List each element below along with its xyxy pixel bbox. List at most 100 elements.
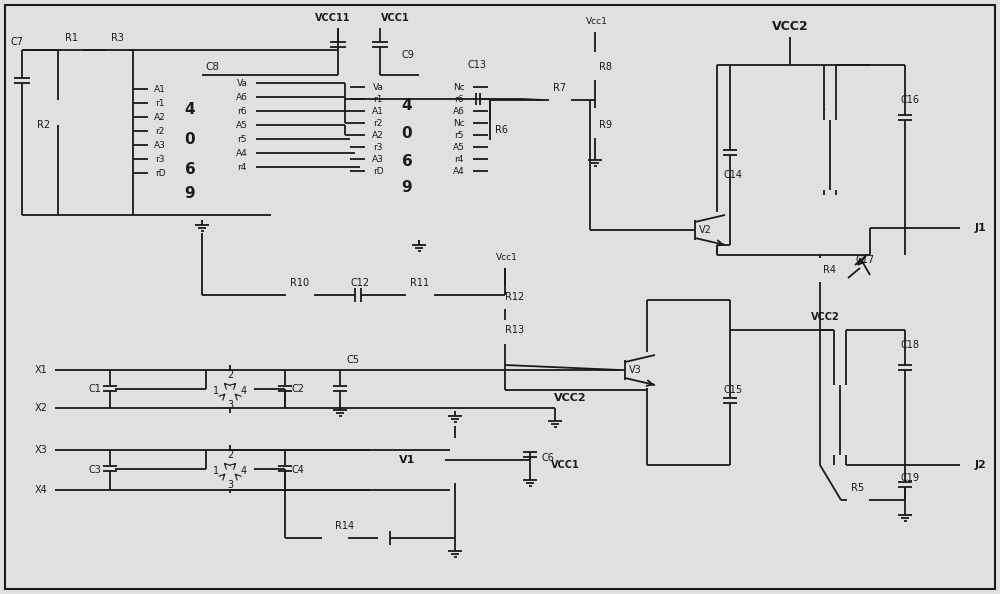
Text: 1: 1 (213, 386, 219, 396)
Text: A2: A2 (154, 112, 166, 122)
Text: C19: C19 (900, 473, 920, 483)
Circle shape (349, 97, 352, 100)
Text: A2: A2 (372, 131, 384, 140)
Circle shape (131, 213, 135, 217)
Bar (365, 75, 473, 240)
Circle shape (593, 98, 597, 102)
Circle shape (817, 302, 823, 308)
Circle shape (349, 86, 352, 89)
Circle shape (228, 488, 232, 492)
Circle shape (486, 122, 490, 125)
Text: C3: C3 (89, 465, 101, 475)
Text: R9: R9 (598, 120, 612, 130)
Text: 0: 0 (185, 132, 195, 147)
Bar (61, 46, 83, 54)
Text: C16: C16 (900, 95, 920, 105)
Text: C4: C4 (292, 465, 304, 475)
Bar (501, 320, 509, 344)
Text: 2: 2 (227, 450, 233, 460)
Bar (286, 291, 314, 299)
Text: V2: V2 (699, 225, 711, 235)
Text: C7: C7 (10, 37, 24, 47)
Text: 2: 2 (227, 370, 233, 380)
Text: rD: rD (373, 166, 383, 175)
Text: R10: R10 (290, 278, 310, 288)
Circle shape (620, 350, 660, 390)
Circle shape (486, 86, 490, 89)
Circle shape (903, 328, 907, 332)
Text: C18: C18 (900, 340, 920, 350)
Text: r3: r3 (373, 143, 383, 151)
Circle shape (552, 368, 558, 372)
Text: VCC2: VCC2 (554, 393, 586, 403)
Bar (486, 120, 494, 140)
Circle shape (269, 109, 273, 113)
Text: R3: R3 (112, 33, 124, 43)
Text: Nc: Nc (453, 118, 465, 128)
Circle shape (269, 151, 273, 155)
Text: Nc: Nc (453, 83, 465, 91)
Circle shape (348, 109, 352, 113)
Text: VCC2: VCC2 (811, 312, 839, 322)
Text: VCC11: VCC11 (315, 13, 351, 23)
Circle shape (788, 62, 792, 68)
Text: A3: A3 (372, 154, 384, 163)
Text: Vcc1: Vcc1 (496, 254, 518, 263)
Text: Vcc1: Vcc1 (586, 17, 608, 27)
Circle shape (57, 367, 63, 373)
Circle shape (57, 487, 63, 493)
Bar (549, 96, 571, 104)
Circle shape (956, 461, 964, 469)
Polygon shape (378, 531, 390, 545)
Circle shape (57, 447, 63, 453)
Circle shape (283, 406, 287, 410)
Bar (847, 496, 869, 504)
Text: 0: 0 (402, 125, 412, 141)
Text: Va: Va (373, 83, 383, 91)
Text: VCC2: VCC2 (772, 21, 808, 33)
Circle shape (552, 387, 558, 393)
Bar (406, 291, 434, 299)
Circle shape (486, 134, 490, 137)
Text: 3: 3 (227, 480, 233, 490)
Text: R5: R5 (851, 483, 865, 493)
Text: r2: r2 (373, 118, 383, 128)
Text: A5: A5 (453, 143, 465, 151)
Circle shape (108, 406, 112, 410)
Text: C13: C13 (468, 60, 486, 70)
Circle shape (228, 448, 232, 452)
Text: C: C (824, 109, 826, 110)
Polygon shape (206, 365, 254, 413)
Text: R14: R14 (335, 521, 355, 531)
Text: A6: A6 (453, 106, 465, 115)
Text: R6: R6 (496, 125, 509, 135)
Bar (322, 534, 348, 542)
Circle shape (283, 448, 287, 452)
Circle shape (108, 448, 112, 452)
Text: C15: C15 (723, 385, 743, 395)
Circle shape (728, 463, 732, 467)
Text: r6: r6 (454, 94, 464, 103)
Text: r3: r3 (155, 154, 165, 163)
Text: X1: X1 (35, 365, 48, 375)
Circle shape (56, 48, 60, 52)
Circle shape (228, 368, 232, 372)
Text: J2: J2 (974, 460, 986, 470)
Text: 4: 4 (241, 386, 247, 396)
Bar (816, 258, 824, 282)
Text: VCC1: VCC1 (551, 460, 579, 470)
Circle shape (108, 368, 112, 372)
Text: R1: R1 (66, 33, 78, 43)
Text: 4: 4 (185, 103, 195, 118)
Circle shape (956, 224, 964, 232)
Text: R8: R8 (598, 62, 612, 72)
Circle shape (822, 63, 826, 67)
Text: J1: J1 (974, 223, 986, 233)
Circle shape (228, 448, 232, 452)
Circle shape (283, 368, 287, 372)
Circle shape (690, 210, 730, 250)
Text: V1: V1 (399, 455, 415, 465)
Circle shape (349, 157, 352, 160)
Text: C6: C6 (542, 453, 554, 463)
Circle shape (200, 231, 204, 235)
